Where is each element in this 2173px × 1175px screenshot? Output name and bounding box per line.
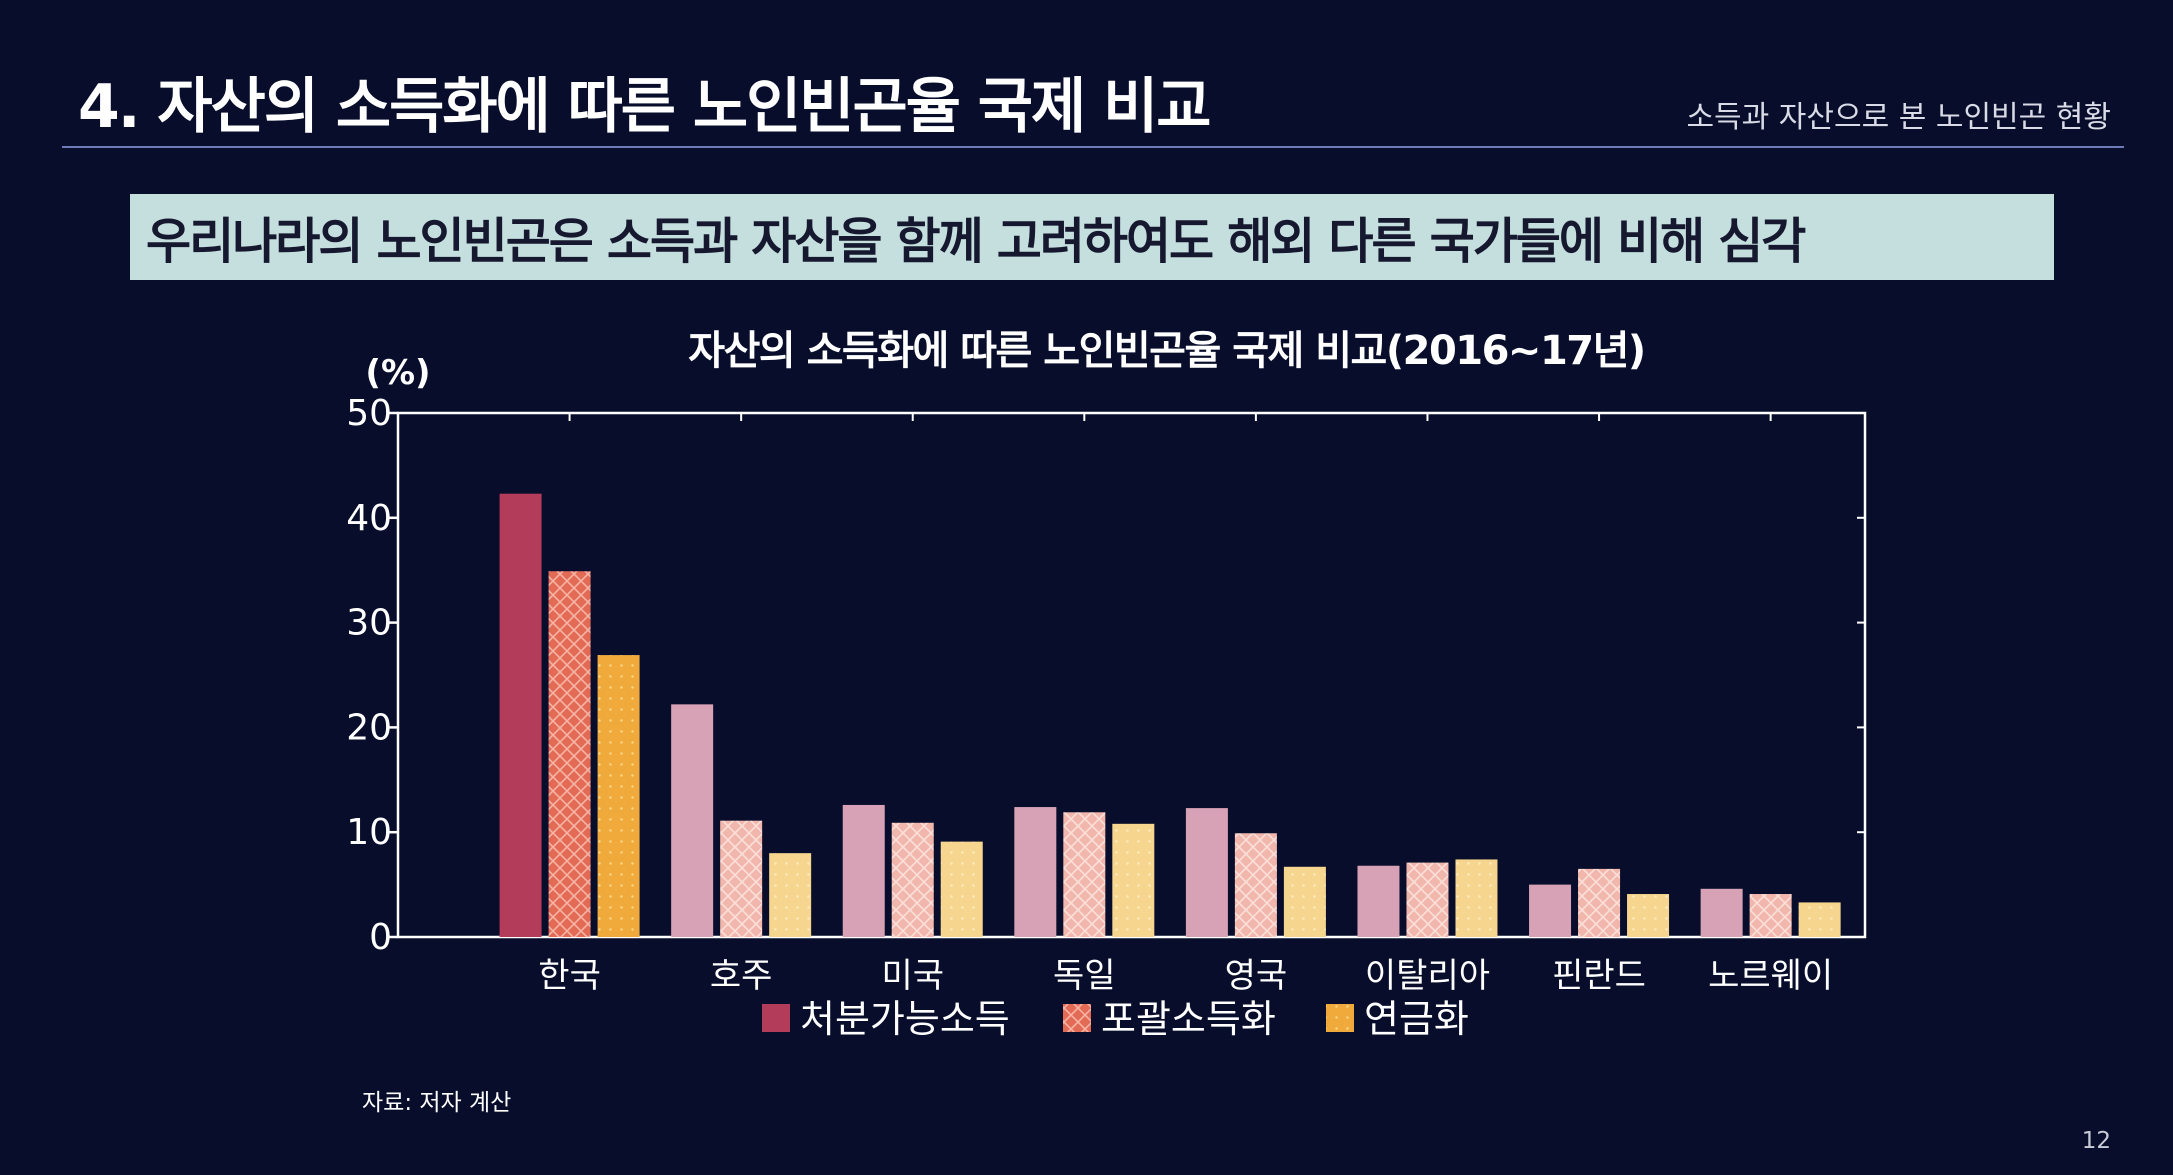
title-divider (62, 146, 2124, 148)
bar-annuitization (1455, 859, 1498, 937)
bar-comprehensive-income (1063, 812, 1106, 937)
y-tick-label: 20 (346, 707, 392, 748)
bar-disposable-income (1700, 888, 1743, 937)
bar-disposable-income (842, 804, 885, 937)
x-tick-label: 한국 (538, 956, 601, 996)
bar-disposable-income (671, 704, 714, 937)
legend-swatch-annuitization (1326, 1004, 1354, 1032)
bar-annuitization (769, 853, 812, 937)
bar-disposable-income (1185, 808, 1228, 937)
y-tick-label: 40 (346, 498, 392, 539)
bar-comprehensive-income (1406, 862, 1449, 937)
bar-disposable-income (499, 493, 542, 937)
y-tick-label: 50 (346, 393, 392, 434)
bar-annuitization (1798, 902, 1841, 937)
legend-label-annuitization: 연금화 (1364, 997, 1469, 1041)
source-note: 자료: 저자 계산 (362, 1090, 512, 1116)
bar-comprehensive-income (1578, 868, 1621, 937)
y-tick-label: 30 (346, 603, 392, 644)
bar-disposable-income (1014, 807, 1057, 937)
legend-swatch-disposable-income (762, 1004, 790, 1032)
bar-annuitization (1627, 894, 1670, 937)
bar-annuitization (1112, 823, 1155, 937)
y-tick-label: 0 (369, 917, 392, 958)
headline-banner: 우리나라의 노인빈곤은 소득과 자산을 함께 고려하여도 해외 다른 국가들에 … (130, 194, 2054, 280)
x-tick-label: 영국 (1225, 956, 1288, 996)
slide-subtitle: 소득과 자산으로 본 노인빈곤 현황 (1686, 100, 2111, 135)
x-tick-label: 미국 (881, 956, 944, 996)
bar-annuitization (940, 841, 983, 937)
slide-title: 4. 자산의 소득화에 따른 노인빈곤율 국제 비교 (78, 72, 1211, 142)
y-tick-label: 10 (346, 812, 392, 853)
chart-title: 자산의 소득화에 따른 노인빈곤율 국제 비교(2016~17년) (688, 328, 1646, 374)
bar-comprehensive-income (720, 820, 763, 937)
bar-comprehensive-income (1749, 894, 1792, 937)
x-tick-label: 이탈리아 (1365, 956, 1490, 996)
headline-text: 우리나라의 노인빈곤은 소득과 자산을 함께 고려하여도 해외 다른 국가들에 … (146, 212, 1806, 270)
bar-comprehensive-income (891, 822, 934, 937)
bar-comprehensive-income (1234, 833, 1277, 937)
legend-label-disposable-income: 처분가능소득 (800, 997, 1010, 1041)
x-tick-label: 독일 (1053, 956, 1116, 996)
bar-comprehensive-income (548, 571, 591, 937)
y-axis-label: (%) (365, 353, 430, 393)
bar-annuitization (1283, 866, 1326, 937)
legend-label-comprehensive-income: 포괄소득화 (1101, 997, 1276, 1041)
bar-chart: 0 10 20 30 40 50(%) 한국 호주 미국 독일 영국 이탈리아 핀란드 노르웨이처분가능소… (346, 353, 1867, 1041)
x-tick-label: 노르웨이 (1708, 956, 1833, 996)
x-tick-label: 핀란드 (1552, 956, 1646, 996)
bar-annuitization (597, 655, 640, 937)
bar-disposable-income (1529, 884, 1572, 937)
x-tick-label: 호주 (710, 956, 773, 996)
legend-swatch-comprehensive-income (1063, 1004, 1091, 1032)
page-number: 12 (2081, 1128, 2111, 1154)
bar-disposable-income (1357, 865, 1400, 937)
